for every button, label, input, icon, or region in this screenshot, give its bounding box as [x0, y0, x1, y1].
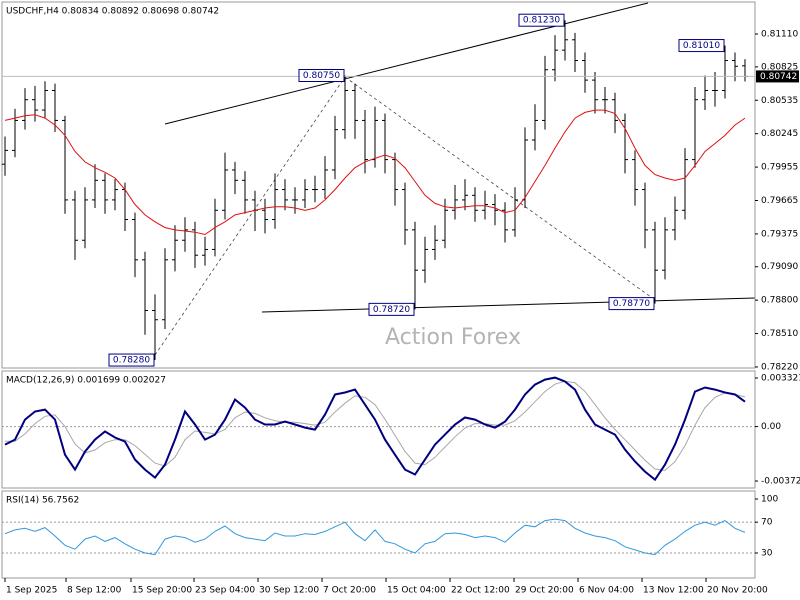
y-tick-label: 0.80245 — [761, 129, 798, 139]
x-tick-label: 30 Sep 12:00 — [259, 586, 319, 596]
annotation-box — [608, 297, 655, 311]
x-tick-label: 15 Oct 04:00 — [387, 586, 446, 596]
trendline — [164, 2, 649, 125]
x-tick-label: 13 Nov 12:00 — [643, 586, 704, 596]
panel-title: USDCHF,H4 0.80834 0.80892 0.80698 0.8074… — [6, 7, 219, 17]
y-tick-label: 0.00 — [761, 422, 781, 432]
annotation-label: 0.78280 — [113, 356, 150, 366]
panel-frame — [1, 490, 756, 579]
moving-average — [4, 109, 746, 236]
indicator-line — [5, 380, 746, 471]
x-tick-label: 22 Oct 12:00 — [451, 586, 510, 596]
trendlines — [154, 2, 756, 356]
x-tick-label: 1 Sep 2025 — [6, 586, 57, 596]
y-tick-label: 0.003321 — [761, 374, 800, 384]
y-tick-label: 0.80535 — [761, 96, 798, 106]
annotation-label: 0.81010 — [683, 41, 720, 51]
y-tick-label: 0.78510 — [761, 329, 798, 339]
indicator-line — [4, 518, 746, 556]
annotation-box — [518, 13, 565, 27]
y-tick-label: 0.80825 — [761, 62, 798, 72]
y-tick-label: 70 — [761, 518, 773, 528]
y-tick-label: 0.79090 — [761, 262, 798, 272]
y-tick-label: 0.79375 — [761, 229, 798, 239]
x-tick-label: 29 Oct 20:00 — [515, 586, 574, 596]
annotation-label: 0.81230 — [523, 16, 560, 26]
y-tick-label: 30 — [761, 549, 773, 559]
trendline — [344, 76, 656, 301]
y-tick-label: -0.003723 — [761, 477, 800, 487]
y-tick-label: 0.79955 — [761, 163, 798, 173]
y-tick-label: 0.78800 — [761, 296, 798, 306]
annotation-box — [108, 353, 155, 367]
y-tick-label: 0.81110 — [761, 30, 798, 40]
annotation-label: 0.78770 — [613, 299, 650, 309]
trendline — [154, 76, 346, 356]
indicator-line — [4, 376, 746, 482]
annotation-box — [368, 302, 415, 316]
x-tick-label: 7 Oct 20:00 — [323, 586, 376, 596]
panel-title: MACD(12,26,9) 0.001699 0.002027 — [6, 376, 166, 386]
x-tick-label: 23 Sep 04:00 — [195, 586, 255, 596]
y-tick-label: 0.78220 — [761, 362, 798, 372]
last-price-label: 0.80742 — [760, 72, 797, 82]
y-tick-label: 100 — [761, 495, 778, 505]
watermark: Action Forex — [385, 325, 521, 350]
trendline — [261, 297, 756, 313]
x-tick-label: 15 Sep 20:00 — [132, 586, 192, 596]
x-tick-label: 6 Nov 04:00 — [579, 586, 634, 596]
panel-frame — [1, 370, 756, 489]
y-tick-label: 0.79665 — [761, 196, 798, 206]
annotation-box — [678, 39, 725, 53]
annotation-label: 0.78720 — [373, 305, 410, 315]
x-tick-label: 20 Nov 20:00 — [707, 586, 768, 596]
panel-frame — [1, 1, 756, 369]
x-tick-label: 8 Sep 12:00 — [67, 586, 122, 596]
annotation-label: 0.80750 — [303, 71, 340, 81]
last-price-box — [756, 70, 799, 83]
annotation-box — [298, 68, 345, 82]
panel-title: RSI(14) 56.7562 — [6, 496, 79, 506]
